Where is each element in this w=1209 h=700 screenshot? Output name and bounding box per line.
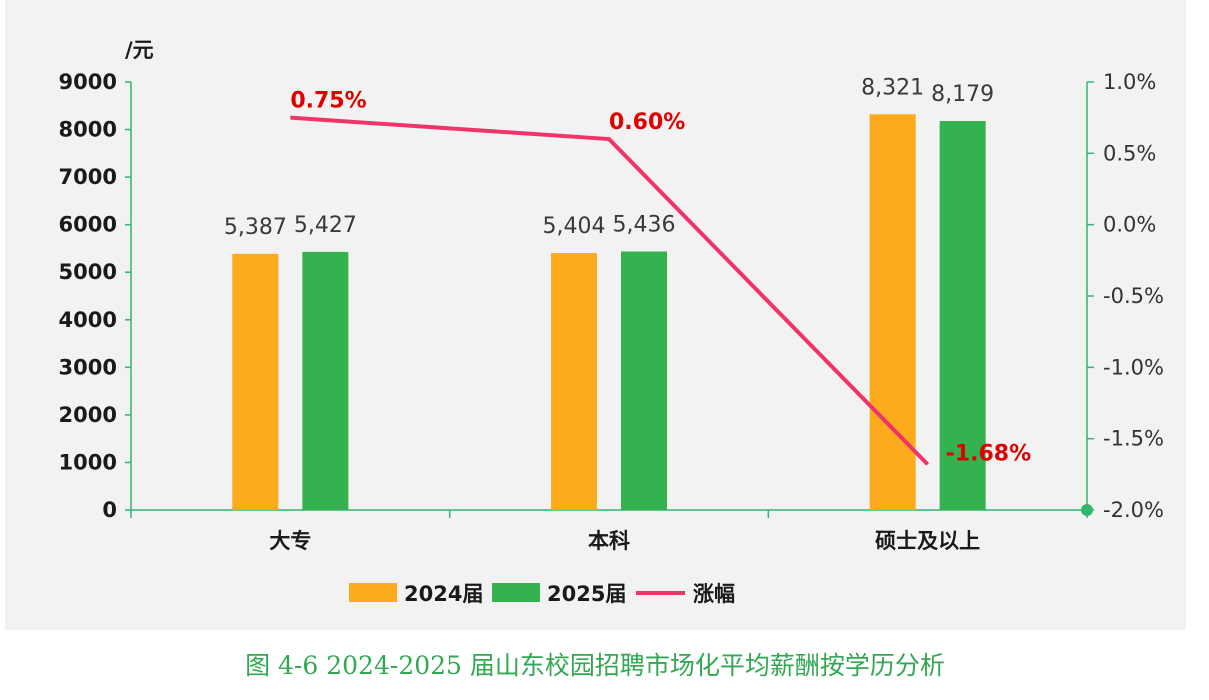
bar-data-label: 5,436 [613, 212, 676, 237]
change-data-label: 0.60% [609, 110, 685, 135]
legend-label-2025: 2025届 [547, 582, 626, 606]
y2-tick-label: -1.0% [1103, 355, 1164, 379]
legend-swatch-2024 [349, 583, 397, 602]
bar-data-label: 5,427 [294, 213, 357, 238]
y2-tick-label: -0.5% [1103, 284, 1164, 308]
y-tick-label: 6000 [59, 213, 117, 237]
bar-2024 [232, 253, 279, 510]
y-tick-label: 3000 [59, 355, 117, 379]
bar-2025 [621, 251, 667, 510]
bar-data-label: 5,404 [543, 214, 606, 239]
chart-panel: 0 1000 2000 3000 4000 5000 6000 7000 8000 9000/元 -… [5, 0, 1186, 630]
change-line [290, 115, 930, 466]
legend-swatch-2025 [492, 583, 540, 602]
bar-data-label: 8,321 [861, 75, 924, 100]
y2-tick-label: 0.0% [1103, 213, 1156, 237]
axis-origin-dot [1081, 504, 1093, 516]
figure-caption: 图 4-6 2024-2025 届山东校园招聘市场化平均薪酬按学历分析 [245, 651, 945, 680]
y2-tick-label: 1.0% [1103, 70, 1156, 94]
bar-2024 [551, 253, 597, 511]
bar-data-label: 8,179 [931, 82, 994, 107]
y-axis-unit-label: /元 [125, 38, 154, 62]
y-tick-label: 5000 [59, 260, 117, 284]
y-tick-label: 1000 [59, 450, 117, 474]
y2-tick-label: -2.0% [1103, 498, 1164, 522]
y2-tick-label: -1.5% [1103, 427, 1164, 451]
x-category-label: 大专 [269, 529, 311, 553]
bar-2025 [939, 121, 986, 510]
legend-label-2024: 2024届 [404, 582, 483, 606]
bar-line-chart: 0 1000 2000 3000 4000 5000 6000 7000 8000 9000/元 -… [59, 38, 1164, 606]
x-category-label: 硕士及以上 [875, 529, 980, 553]
y-tick-label: 0 [102, 498, 117, 522]
y-tick-label: 9000 [59, 70, 117, 94]
y-tick-label: 7000 [59, 165, 117, 189]
change-data-label: -1.68% [946, 441, 1031, 466]
y2-tick-label: 0.5% [1103, 141, 1156, 165]
change-data-label: 0.75% [290, 89, 366, 114]
y-tick-label: 4000 [59, 308, 117, 332]
bar-2025 [302, 251, 349, 510]
y-tick-label: 8000 [59, 118, 117, 142]
y-tick-label: 2000 [59, 403, 117, 427]
bar-data-label: 5,387 [224, 215, 287, 240]
legend-label-change: 涨幅 [693, 582, 735, 606]
x-category-label: 本科 [588, 529, 630, 553]
bar-2024 [869, 114, 916, 510]
